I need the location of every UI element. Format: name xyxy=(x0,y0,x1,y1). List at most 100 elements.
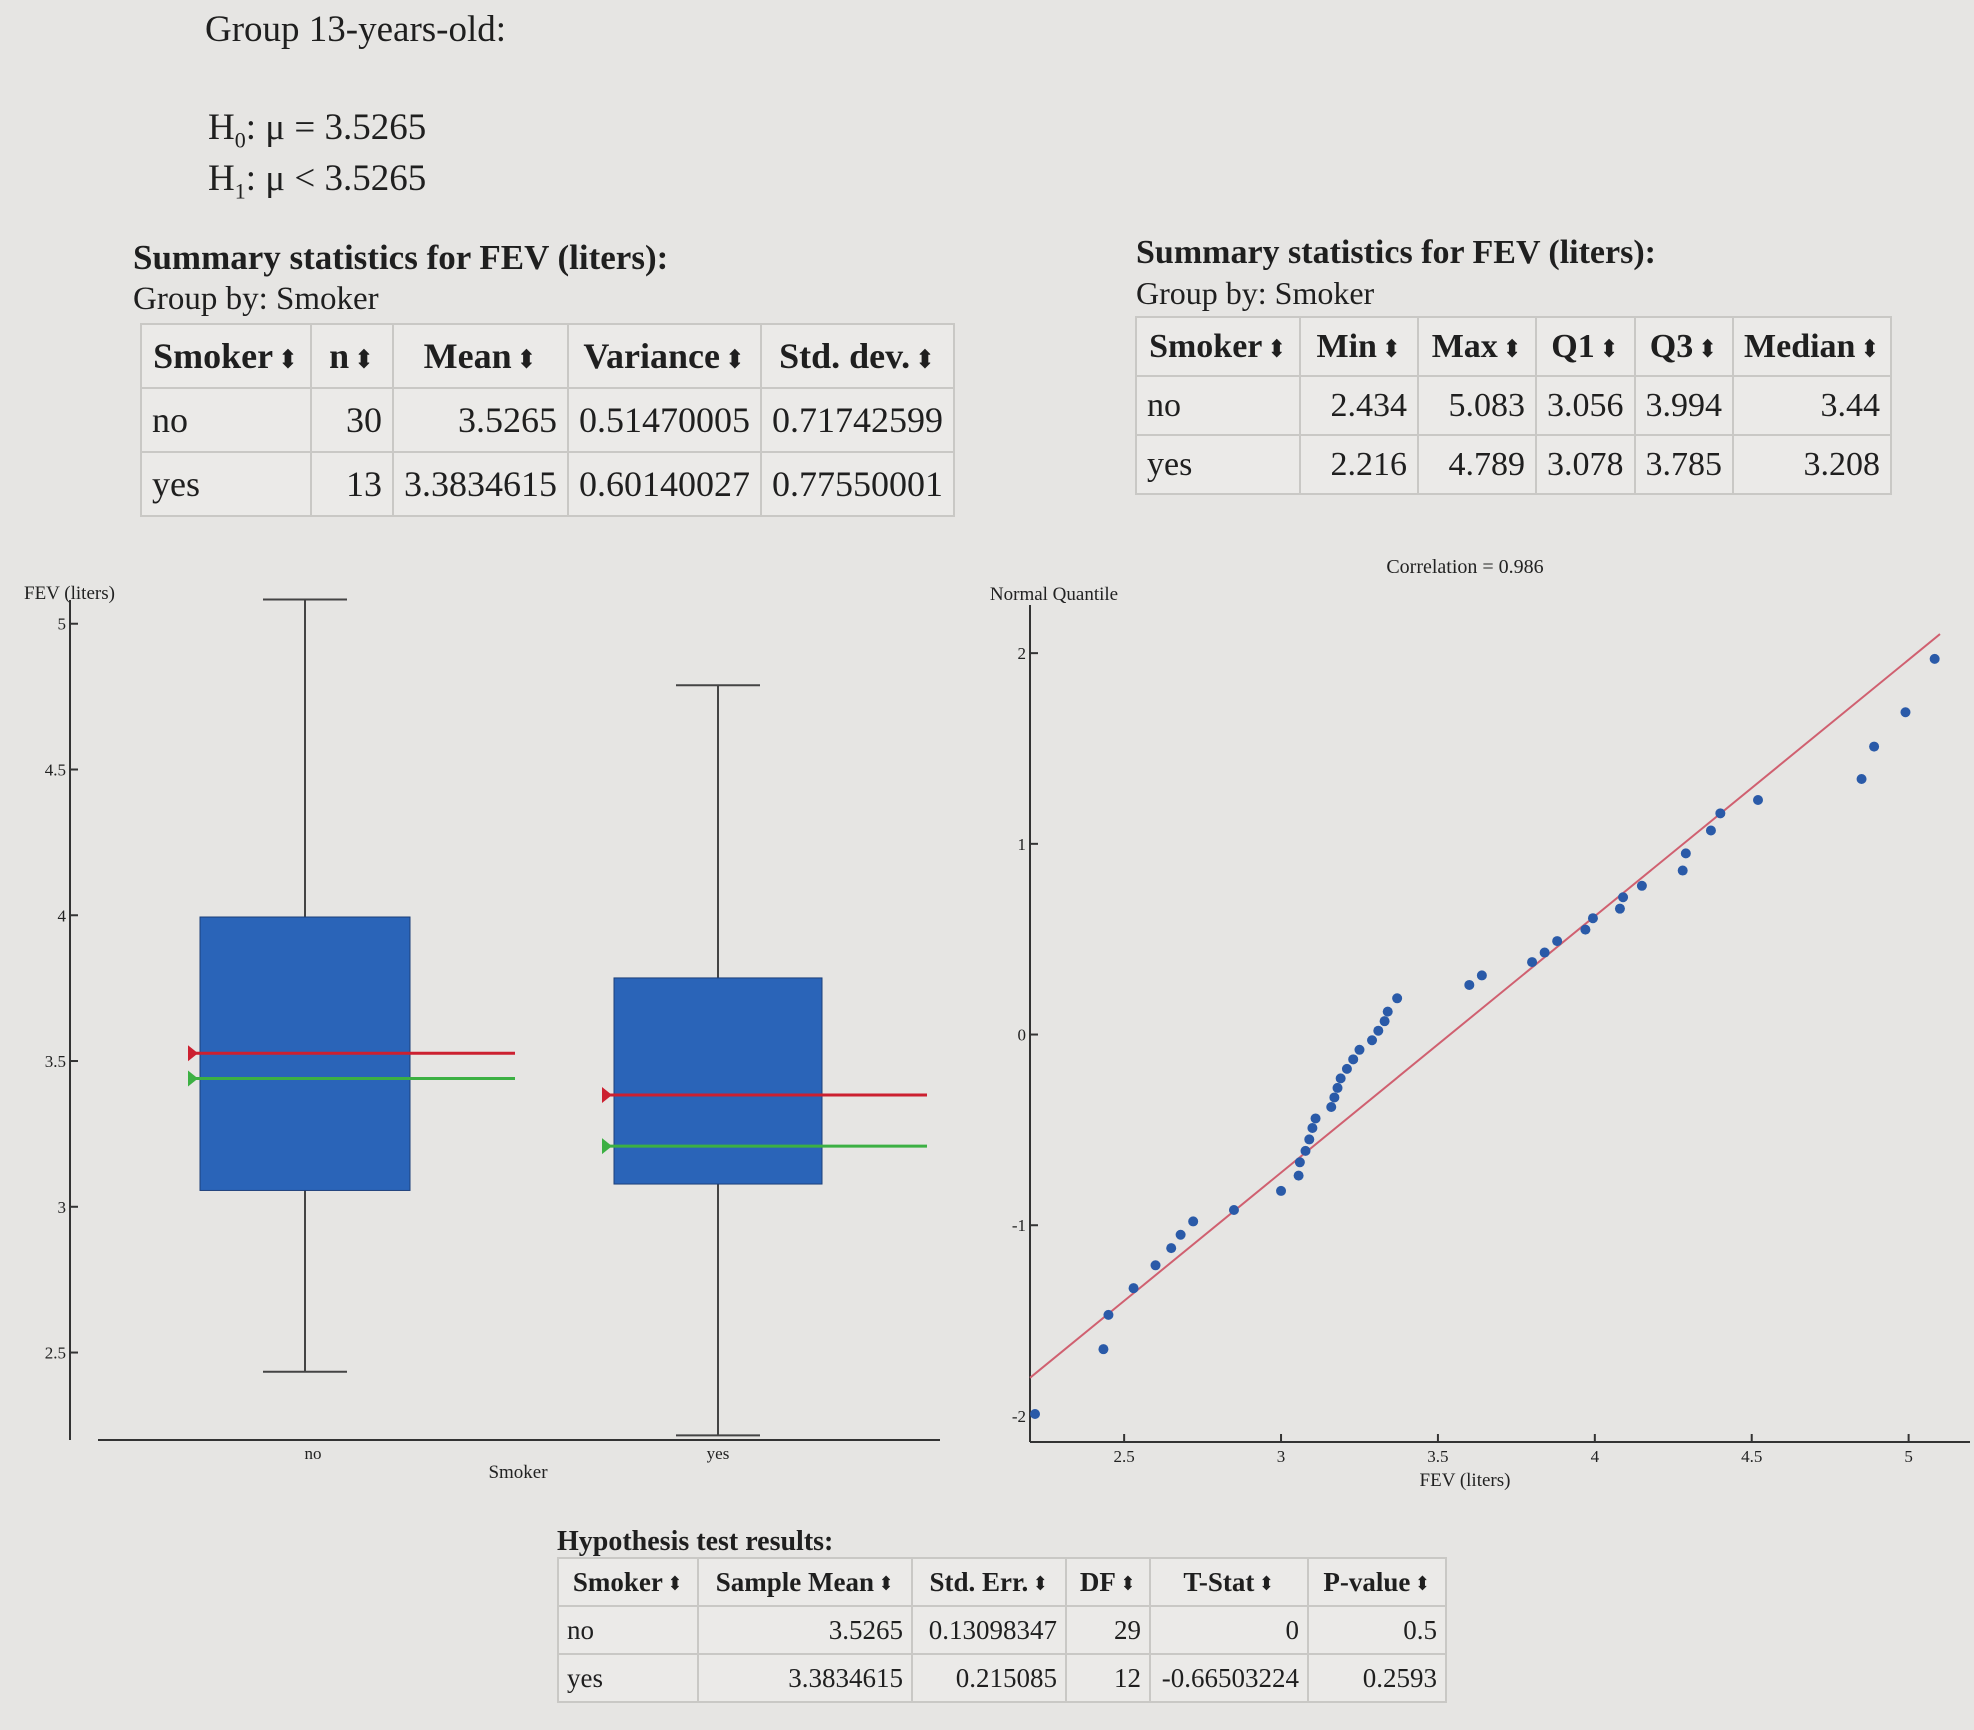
x-tick-label: 3.5 xyxy=(1427,1447,1448,1466)
col-pvalue-header[interactable]: P-value ⬍ xyxy=(1307,1557,1447,1607)
table-row: no 3.5265 0.13098347 29 0 0.5 xyxy=(557,1605,1447,1655)
table-header-row: Smoker ⬍ n ⬍ Mean ⬍ Variance ⬍ Std. dev. ⬍ xyxy=(140,323,955,389)
qq-marks xyxy=(1029,633,1941,1420)
data-point xyxy=(1335,1073,1346,1084)
sort-updown-icon[interactable]: ⬍ xyxy=(1266,335,1287,363)
boxplot-axes: 2.5 3 3.5 4 4.5 5 no yes xyxy=(45,600,940,1463)
data-point xyxy=(1276,1185,1287,1196)
qq-title: Correlation = 0.986 xyxy=(1386,556,1543,578)
results-table: Smoker ⬍ Sample Mean ⬍ Std. Err. ⬍ DF ⬍ T-St… xyxy=(557,1557,1447,1703)
table-cell: 0.77550001 xyxy=(760,451,955,517)
data-point xyxy=(1307,1122,1318,1133)
table-cell: no xyxy=(557,1605,699,1655)
y-axis-label: Normal Quantile xyxy=(990,584,1118,605)
sort-updown-icon[interactable]: ⬍ xyxy=(1598,335,1620,363)
y-tick-label: -2 xyxy=(1012,1407,1026,1426)
table-cell: 3.3834615 xyxy=(392,451,569,517)
sort-updown-icon[interactable]: ⬍ xyxy=(515,344,538,374)
table-row: yes 3.3834615 0.215085 12 -0.66503224 0.… xyxy=(557,1653,1447,1703)
table-cell: yes xyxy=(557,1653,699,1703)
x-tick-label: yes xyxy=(707,1444,730,1463)
table-cell: 0 xyxy=(1149,1605,1309,1655)
table-cell: 2.216 xyxy=(1299,434,1419,495)
col-smoker-header[interactable]: Smoker ⬍ xyxy=(1135,316,1301,377)
data-point xyxy=(1587,913,1598,924)
table-cell: 4.789 xyxy=(1417,434,1537,495)
table-cell: no xyxy=(140,387,312,453)
data-point xyxy=(1348,1054,1359,1065)
col-max-header[interactable]: Max ⬍ xyxy=(1417,316,1537,377)
sort-updown-icon[interactable]: ⬍ xyxy=(1258,1574,1275,1596)
col-df-header[interactable]: DF ⬍ xyxy=(1065,1557,1151,1607)
table-cell: 0.51470005 xyxy=(567,387,762,453)
data-point xyxy=(1367,1035,1378,1046)
table-cell: 3.208 xyxy=(1732,434,1892,495)
sort-updown-icon[interactable]: ⬍ xyxy=(1414,1574,1431,1596)
table-cell: 3.994 xyxy=(1633,375,1734,436)
table-cell: 3.785 xyxy=(1633,434,1734,495)
sort-updown-icon[interactable]: ⬍ xyxy=(277,344,299,374)
data-point xyxy=(1869,741,1880,752)
sort-updown-icon[interactable]: ⬍ xyxy=(666,1574,684,1596)
y-tick-label: 2 xyxy=(1018,644,1027,663)
data-point xyxy=(1715,808,1726,819)
summary1-subtitle: Group by: Smoker xyxy=(133,281,379,317)
sort-updown-icon[interactable]: ⬍ xyxy=(1697,335,1718,363)
x-tick-label: 2.5 xyxy=(1114,1447,1135,1466)
data-point xyxy=(1382,1006,1393,1017)
table-cell: yes xyxy=(140,451,312,517)
mean-marker xyxy=(602,1086,612,1103)
sort-updown-icon[interactable]: ⬍ xyxy=(877,1574,895,1596)
col-variance-header[interactable]: Variance ⬍ xyxy=(567,323,762,389)
data-point xyxy=(1373,1025,1384,1036)
data-point xyxy=(1166,1243,1177,1254)
x-tick-label: 4.5 xyxy=(1741,1447,1762,1466)
col-smoker-header[interactable]: Smoker ⬍ xyxy=(557,1557,699,1607)
null-hypothesis: H0: μ = 3.5265 xyxy=(208,107,427,153)
sort-updown-icon[interactable]: ⬍ xyxy=(914,344,936,374)
alternative-hypothesis: H1: μ < 3.5265 xyxy=(208,158,427,204)
data-point xyxy=(1332,1082,1343,1093)
data-point xyxy=(1128,1283,1139,1294)
data-point xyxy=(1618,892,1629,903)
data-point xyxy=(1310,1113,1321,1124)
y-tick-label: 1 xyxy=(1018,835,1027,854)
col-std-err-header[interactable]: Std. Err. ⬍ xyxy=(911,1557,1067,1607)
y-tick-label: 2.5 xyxy=(45,1344,66,1363)
summary2-title: Summary statistics for FEV (liters): xyxy=(1136,234,1656,271)
table-header-row: Smoker ⬍ Min ⬍ Max ⬍ Q1 ⬍ Q3 ⬍ Median ⬍ xyxy=(1135,316,1892,377)
sort-updown-icon[interactable]: ⬍ xyxy=(1859,335,1880,363)
table-row: yes 2.216 4.789 3.078 3.785 3.208 xyxy=(1135,434,1892,495)
sort-updown-icon[interactable]: ⬍ xyxy=(1032,1574,1049,1596)
data-point xyxy=(1326,1102,1337,1112)
col-n-header[interactable]: n ⬍ xyxy=(310,323,394,389)
sort-updown-icon[interactable]: ⬍ xyxy=(353,344,375,374)
col-q1-header[interactable]: Q1 ⬍ xyxy=(1535,316,1636,377)
data-point xyxy=(1098,1344,1109,1355)
table-row: no 30 3.5265 0.51470005 0.71742599 xyxy=(140,387,955,453)
col-q3-header[interactable]: Q3 ⬍ xyxy=(1633,316,1734,377)
sort-updown-icon[interactable]: ⬍ xyxy=(723,344,746,374)
y-tick-label: 0 xyxy=(1018,1026,1027,1045)
summary2-table: Smoker ⬍ Min ⬍ Max ⬍ Q1 ⬍ Q3 ⬍ Median ⬍ no 2.4… xyxy=(1135,316,1892,495)
col-median-header[interactable]: Median ⬍ xyxy=(1732,316,1892,377)
data-point xyxy=(1304,1134,1315,1145)
col-sample-mean-header[interactable]: Sample Mean ⬍ xyxy=(697,1557,913,1607)
sort-updown-icon[interactable]: ⬍ xyxy=(1380,335,1402,363)
sort-updown-icon[interactable]: ⬍ xyxy=(1501,335,1523,363)
table-cell: 5.083 xyxy=(1417,375,1537,436)
y-tick-label: 3 xyxy=(58,1198,67,1217)
y-axis-label: FEV (liters) xyxy=(24,583,115,604)
data-point xyxy=(1294,1157,1305,1168)
col-min-header[interactable]: Min ⬍ xyxy=(1299,316,1419,377)
table-cell: 3.44 xyxy=(1732,375,1892,436)
data-point xyxy=(1392,993,1403,1004)
summary1-title: Summary statistics for FEV (liters): xyxy=(133,238,669,277)
col-smoker-header[interactable]: Smoker ⬍ xyxy=(140,323,312,389)
col-stddev-header[interactable]: Std. dev. ⬍ xyxy=(760,323,955,389)
sort-updown-icon[interactable]: ⬍ xyxy=(1119,1574,1137,1596)
col-tstat-header[interactable]: T-Stat ⬍ xyxy=(1149,1557,1309,1607)
table-cell: 0.2593 xyxy=(1307,1653,1447,1703)
col-mean-header[interactable]: Mean ⬍ xyxy=(392,323,569,389)
x-axis-label: FEV (liters) xyxy=(1420,1470,1511,1491)
